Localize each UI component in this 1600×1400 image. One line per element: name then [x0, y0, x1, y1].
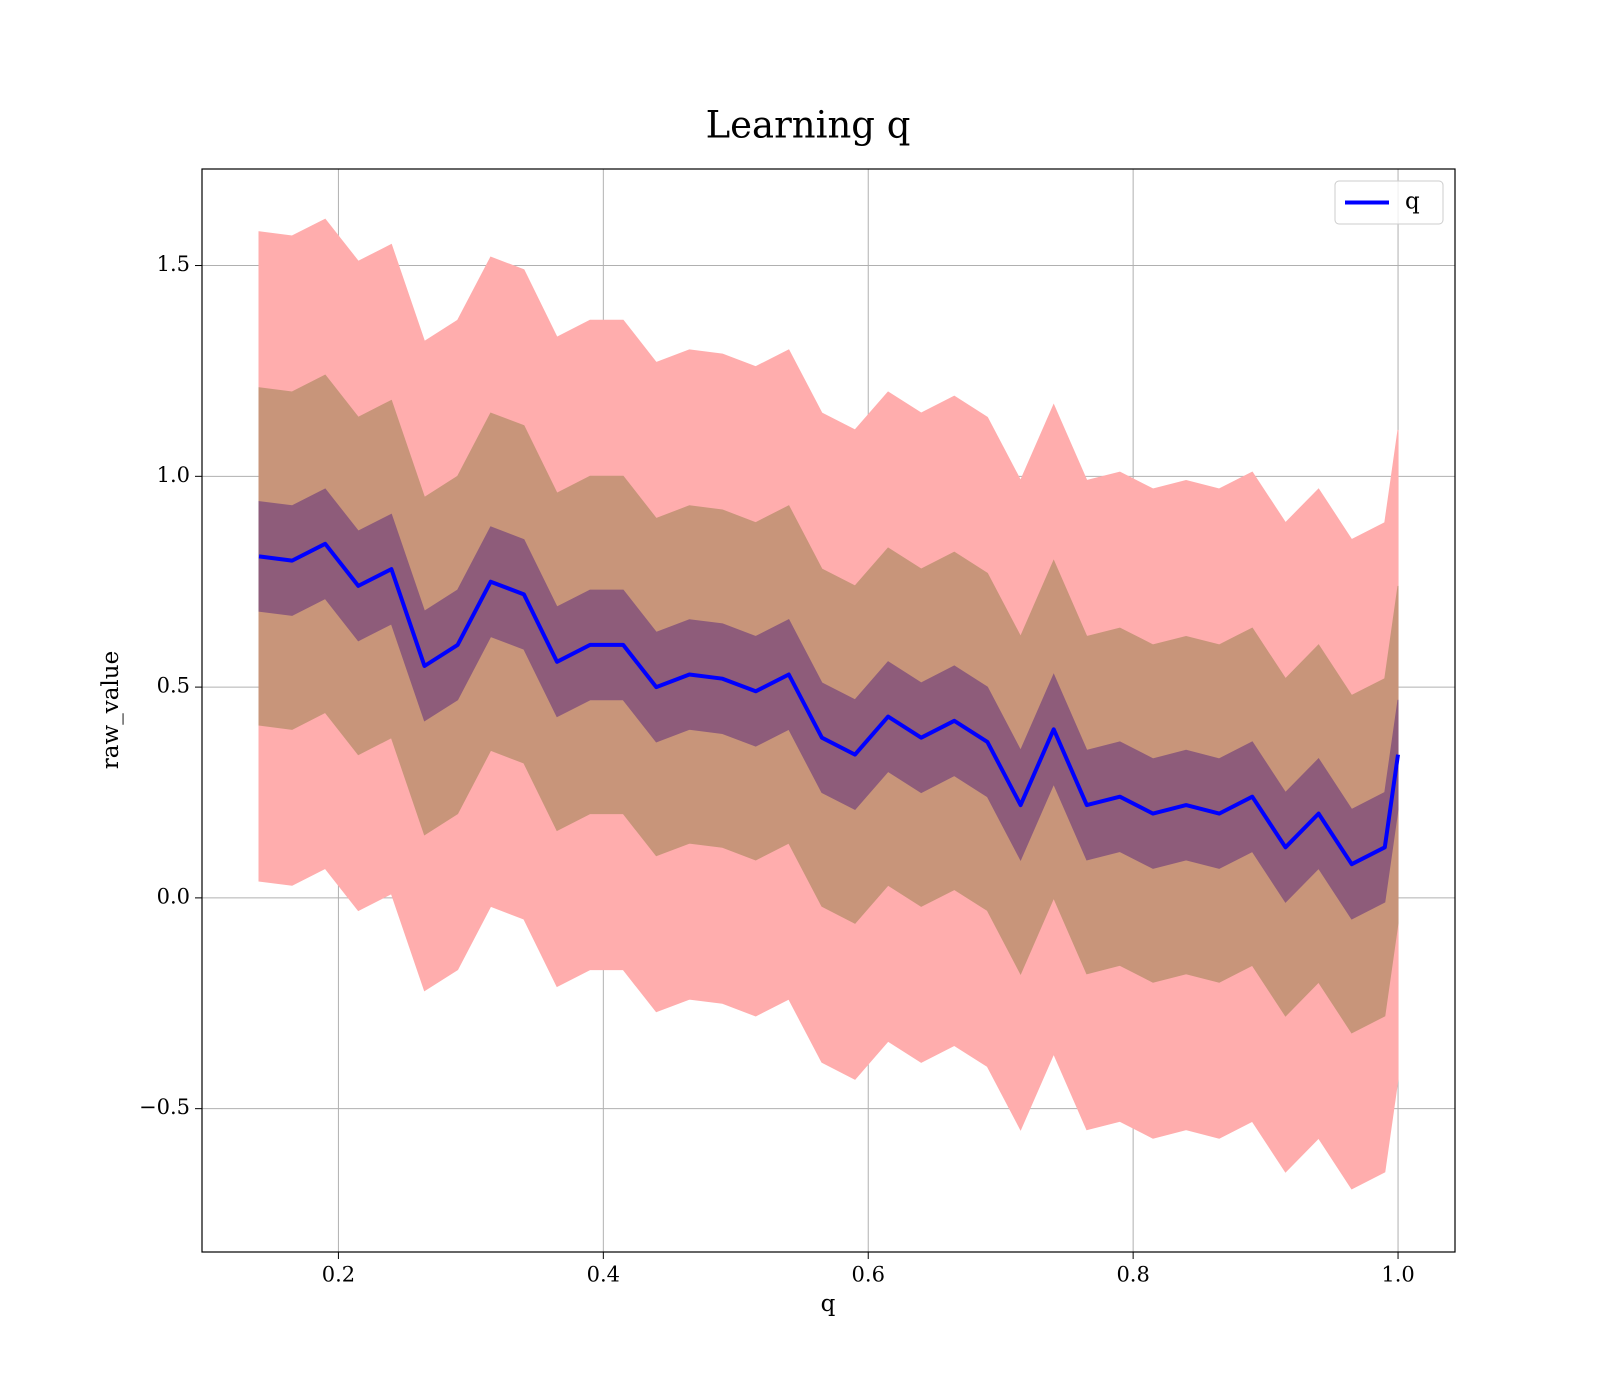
y-tick-label: 1.5 — [157, 252, 190, 276]
y-tick-label: 0.5 — [157, 674, 190, 698]
y-tick-label: 0.0 — [157, 884, 190, 908]
x-tick-label: 1.0 — [1381, 1263, 1414, 1287]
y-tick-label: 1.0 — [157, 463, 190, 487]
series-line — [258, 541, 1400, 867]
y-tick-label: −0.5 — [139, 1095, 190, 1119]
chart-title: Learning q — [706, 104, 911, 147]
x-tick-label: 0.6 — [852, 1263, 885, 1287]
x-tick-label: 0.4 — [587, 1263, 620, 1287]
axes-frame — [201, 168, 1456, 1253]
y-axis-label: raw_value — [98, 651, 124, 769]
x-tick-label: 0.2 — [322, 1263, 355, 1287]
plot-area: 0.2 0.4 0.6 0.8 1.0 −0.5 0.0 0.5 1.0 1.5 q — [139, 168, 1456, 1287]
x-axis-label: q — [821, 1291, 836, 1317]
data-layer — [258, 218, 1400, 1190]
x-tick-label: 0.8 — [1116, 1263, 1149, 1287]
band-area — [258, 488, 1399, 920]
legend-label: q — [1405, 189, 1420, 215]
